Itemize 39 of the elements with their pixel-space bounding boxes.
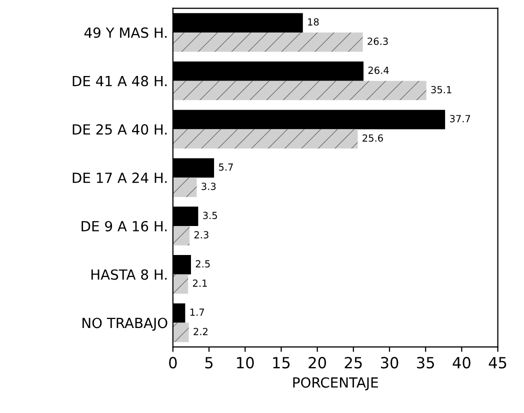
y-tick-label: DE 17 A 24 H. [72,172,167,183]
data-label: 37.7 [450,115,470,122]
data-label: 3.5 [203,212,217,220]
data-label: 26.4 [368,66,389,74]
x-tick-label: 5 [205,357,213,368]
y-tick-label: 49 Y MAS H. [84,27,167,38]
bar [172,322,189,342]
data-label: 2.2 [194,328,208,336]
y-tick-label: DE 25 A 40 H. [72,124,167,135]
x-tick-label: 35 [417,356,434,368]
bar [172,226,190,246]
bar [172,178,197,197]
data-label: 18 [308,18,319,26]
bar [172,274,188,294]
data-label: 25.6 [362,134,383,142]
data-label: 26.3 [368,38,388,45]
data-label: 35.1 [431,86,452,94]
x-tick-label: 45 [488,357,506,368]
data-label: 2.5 [196,260,210,268]
x-tick-label: 40 [452,356,470,368]
data-label: 5.7 [218,164,233,171]
data-label: 2.1 [192,279,207,287]
y-tick-label: NO TRABAJO [82,318,168,331]
bar [172,80,426,100]
y-tick-label: DE 9 A 16 H. [82,220,167,232]
x-tick-label: 25 [344,356,362,368]
x-tick-label: 15 [273,357,290,368]
data-label: 2.3 [194,231,208,238]
data-label: 3.3 [202,182,216,190]
x-tick-label: 0 [169,356,177,368]
x-tick-label: 30 [380,356,398,368]
x-axis-title: PORCENTAJE [293,377,378,390]
x-tick-label: 20 [308,356,326,368]
y-tick-label: HASTA 8 H. [91,269,167,280]
y-tick-label: DE 41 A 48 H. [72,76,167,86]
x-tick-label: 10 [237,356,254,368]
bar [172,129,358,149]
data-label: 1.7 [190,308,204,316]
bar [172,32,363,52]
